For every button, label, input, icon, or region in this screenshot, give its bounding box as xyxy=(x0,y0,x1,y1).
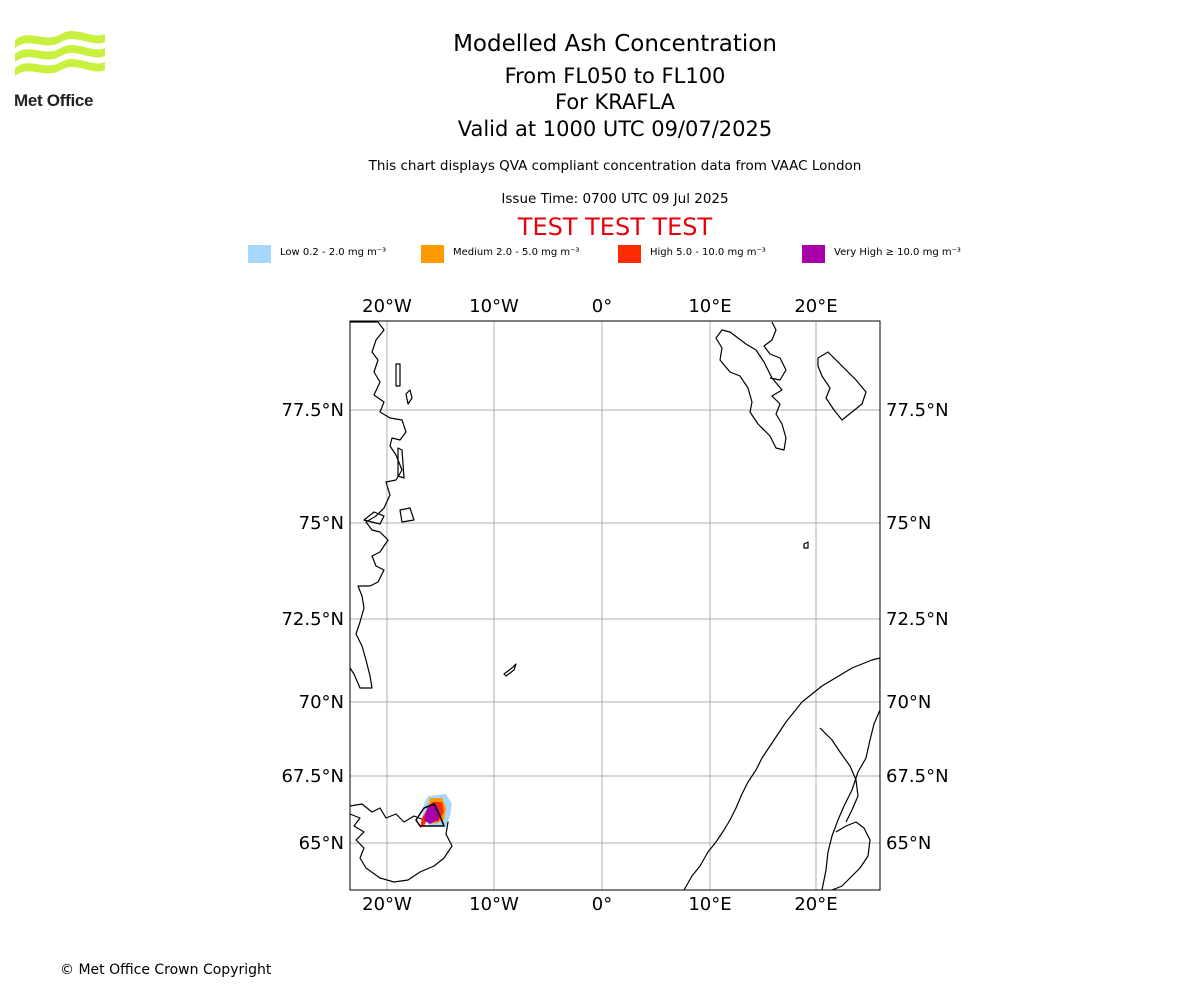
copyright-notice: © Met Office Crown Copyright xyxy=(60,962,272,978)
jan-mayen-coastline xyxy=(503,663,517,677)
issue-time: Issue Time: 0700 UTC 09 Jul 2025 xyxy=(501,191,729,207)
lat-tick-left-65n: 65°N xyxy=(299,833,344,854)
lat-tick-left-77-5n: 77.5°N xyxy=(281,400,344,421)
legend-label-high: High 5.0 - 10.0 mg m⁻³ xyxy=(650,247,766,258)
iceland-coastline xyxy=(350,803,453,883)
bear-island xyxy=(803,541,809,549)
legend-swatch-high xyxy=(618,245,641,263)
lon-tick-top-10w: 10°W xyxy=(469,296,519,317)
lat-tick-right-70n: 70°N xyxy=(886,692,931,713)
lat-tick-right-65n: 65°N xyxy=(886,833,931,854)
gulf-of-bothnia-coast xyxy=(831,821,871,890)
lat-labels-left: 77.5°N 75°N 72.5°N 70°N 67.5°N 65°N xyxy=(281,400,344,854)
qva-note: This chart displays QVA compliant concen… xyxy=(368,158,862,174)
lon-tick-top-20w: 20°W xyxy=(362,296,412,317)
sweden-border xyxy=(819,727,859,823)
lat-tick-right-77-5n: 77.5°N xyxy=(886,400,949,421)
legend-label-low: Low 0.2 - 2.0 mg m⁻³ xyxy=(280,247,387,258)
greenland-island-1 xyxy=(363,511,385,525)
valid-time: Valid at 1000 UTC 09/07/2025 xyxy=(457,117,773,141)
lat-tick-left-67-5n: 67.5°N xyxy=(281,766,344,787)
lat-labels-right: 77.5°N 75°N 72.5°N 70°N 67.5°N 65°N xyxy=(886,400,949,854)
lon-tick-top-10e: 10°E xyxy=(688,296,731,317)
lat-tick-left-75n: 75°N xyxy=(299,513,344,534)
lon-tick-bottom-20w: 20°W xyxy=(362,894,412,915)
test-banner: TEST TEST TEST xyxy=(517,213,713,241)
logo-wordmark: Met Office xyxy=(14,91,94,110)
lon-tick-bottom-10e: 10°E xyxy=(688,894,731,915)
wave-logo-icon xyxy=(15,31,105,76)
met-office-logo: Met Office xyxy=(14,30,109,112)
legend-swatch-medium xyxy=(421,245,444,263)
lon-tick-bottom-10w: 10°W xyxy=(469,894,519,915)
greenland-island-3 xyxy=(395,363,401,387)
legend-label-medium: Medium 2.0 - 5.0 mg m⁻³ xyxy=(453,247,580,258)
svalbard-coastline xyxy=(715,329,787,451)
lat-tick-right-75n: 75°N xyxy=(886,513,931,534)
graticule xyxy=(350,321,880,890)
ash-outline xyxy=(415,803,446,827)
lon-labels-bottom: 20°W 10°W 0° 10°E 20°E xyxy=(362,894,837,915)
lat-tick-right-72-5n: 72.5°N xyxy=(886,609,949,630)
norway-coastline xyxy=(683,657,880,890)
greenland-island-2 xyxy=(399,507,415,523)
greenland-coastline xyxy=(350,321,407,689)
chart-title: Modelled Ash Concentration xyxy=(453,31,777,57)
lat-tick-right-67-5n: 67.5°N xyxy=(886,766,949,787)
svalbard-north-coast xyxy=(763,321,787,381)
lon-tick-top-0: 0° xyxy=(592,296,612,317)
lon-tick-top-20e: 20°E xyxy=(794,296,837,317)
lat-tick-left-70n: 70°N xyxy=(299,692,344,713)
nordaustlandet-coastline xyxy=(817,351,867,421)
lat-tick-left-72-5n: 72.5°N xyxy=(281,609,344,630)
lon-tick-bottom-0: 0° xyxy=(592,894,612,915)
greenland-island-4 xyxy=(405,389,413,405)
flight-levels: From FL050 to FL100 xyxy=(504,64,726,88)
legend-swatch-very-high xyxy=(802,245,825,263)
map-frame xyxy=(349,320,881,891)
ash-cloud xyxy=(415,794,452,828)
greenland-island-5 xyxy=(397,447,405,479)
legend-swatch-low xyxy=(248,245,271,263)
lon-tick-bottom-20e: 20°E xyxy=(794,894,837,915)
lon-labels-top: 20°W 10°W 0° 10°E 20°E xyxy=(362,296,837,317)
legend-label-very-high: Very High ≥ 10.0 mg m⁻³ xyxy=(834,247,961,258)
volcano-name: For KRAFLA xyxy=(555,90,675,114)
